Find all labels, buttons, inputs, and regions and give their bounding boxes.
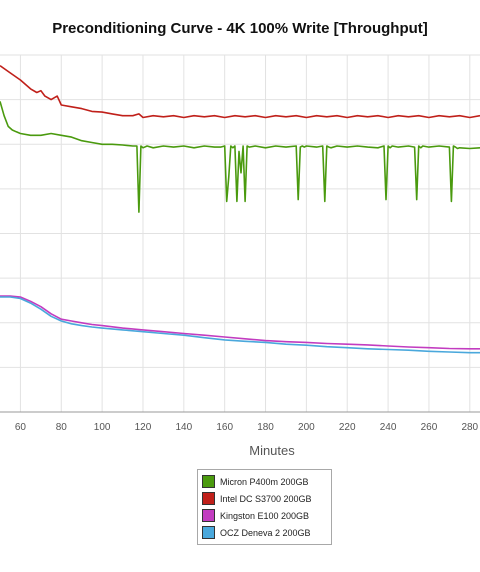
x-tick-label: 180 — [257, 422, 274, 433]
legend-label: Micron P400m 200GB — [220, 476, 309, 487]
series-line-3 — [0, 296, 480, 354]
x-tick-labels: 60 80 100 120 140 160 180 200 220 240 260 280 — [15, 422, 479, 433]
x-tick-label: 200 — [298, 422, 315, 433]
series-line-0 — [0, 101, 480, 213]
legend: Micron P400m 200GB Intel DC S3700 200GB Ki… — [197, 469, 332, 545]
legend-swatch — [202, 509, 215, 522]
legend-swatch — [202, 492, 215, 505]
series-line-1 — [0, 65, 480, 119]
x-tick-label: 220 — [339, 422, 356, 433]
x-tick-label: 60 — [15, 422, 27, 433]
series-line-2 — [0, 295, 480, 350]
legend-item: Intel DC S3700 200GB — [202, 490, 327, 507]
legend-label: Intel DC S3700 200GB — [220, 493, 312, 504]
legend-item: Kingston E100 200GB — [202, 507, 327, 524]
x-tick-label: 80 — [56, 422, 68, 433]
chart-title: Preconditioning Curve - 4K 100% Write [T… — [52, 20, 428, 37]
legend-label: OCZ Deneva 2 200GB — [220, 527, 311, 538]
series-lines — [0, 65, 480, 354]
x-tick-label: 100 — [94, 422, 111, 433]
legend-item: OCZ Deneva 2 200GB — [202, 524, 327, 541]
x-tick-label: 140 — [175, 422, 192, 433]
x-tick-label: 160 — [216, 422, 233, 433]
x-tick-label: 260 — [421, 422, 438, 433]
x-tick-label: 280 — [461, 422, 478, 433]
x-tick-label: 240 — [380, 422, 397, 433]
legend-label: Kingston E100 200GB — [220, 510, 310, 521]
legend-swatch — [202, 526, 215, 539]
x-tick-label: 120 — [135, 422, 152, 433]
grid-lines — [0, 54, 480, 413]
legend-swatch — [202, 475, 215, 488]
x-axis-title: Minutes — [249, 443, 295, 458]
legend-item: Micron P400m 200GB — [202, 473, 327, 490]
